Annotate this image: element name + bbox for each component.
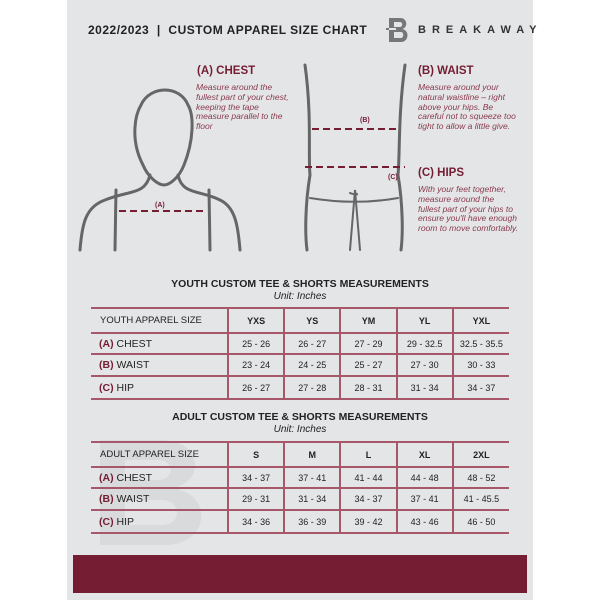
table-row: (C) HIP 26 - 27 27 - 28 28 - 31 31 - 34 … xyxy=(91,376,509,400)
table-row: (B) WAIST 29 - 31 31 - 34 34 - 37 37 - 4… xyxy=(91,488,509,511)
row-label-text: CHEST xyxy=(116,471,153,484)
torso-outline xyxy=(303,63,407,252)
header-cell: L xyxy=(339,441,397,468)
waist-marker: (B) xyxy=(360,117,370,124)
cell: 39 - 42 xyxy=(339,510,397,534)
hips-text: With your feet together, measure around … xyxy=(418,184,518,234)
cell: 28 - 31 xyxy=(339,376,397,400)
brand-logo-icon xyxy=(386,18,408,42)
cell: 27 - 29 xyxy=(339,333,397,355)
row-tag: (B) xyxy=(99,359,114,371)
cell: 25 - 26 xyxy=(226,333,285,355)
page-title: 2022/2023 | CUSTOM APPAREL SIZE CHART xyxy=(88,23,368,37)
cell: 41 - 45.5 xyxy=(451,488,509,511)
table-header-row: YOUTH APPAREL SIZE YXS YS YM YL YXL xyxy=(91,307,509,334)
header-cell: M xyxy=(283,441,341,468)
row-label: (A) CHEST xyxy=(91,333,228,355)
cell: 26 - 27 xyxy=(283,333,341,355)
cell: 36 - 39 xyxy=(283,510,341,534)
cell: 29 - 32.5 xyxy=(395,333,453,355)
cell: 44 - 48 xyxy=(395,467,453,489)
cell: 34 - 37 xyxy=(451,376,509,400)
table-row: (B) WAIST 23 - 24 24 - 25 25 - 27 27 - 3… xyxy=(91,354,509,377)
chest-heading: (A) CHEST xyxy=(197,65,256,77)
cell: 43 - 46 xyxy=(395,510,453,534)
cell: 31 - 34 xyxy=(283,488,341,511)
cell: 27 - 28 xyxy=(283,376,341,400)
row-tag: (C) xyxy=(99,515,114,528)
row-label-text: HIP xyxy=(116,381,135,394)
table-row: (C) HIP 34 - 36 36 - 39 39 - 42 43 - 46 … xyxy=(91,510,509,534)
footer-band xyxy=(73,555,527,593)
header-cell: S xyxy=(226,441,285,468)
row-label-text: WAIST xyxy=(116,493,150,505)
table-header-row: ADULT APPAREL SIZE S M L XL 2XL xyxy=(91,441,509,468)
header-cell: 2XL xyxy=(451,441,509,468)
cell: 25 - 27 xyxy=(339,354,397,377)
adult-size-table: ADULT APPAREL SIZE S M L XL 2XL (A) CHES… xyxy=(91,441,509,534)
cell: 34 - 36 xyxy=(226,510,285,534)
youth-table-unit: Unit: Inches xyxy=(273,291,327,302)
waist-heading: (B) WAIST xyxy=(418,65,474,77)
waist-text: Measure around your natural waistline – … xyxy=(418,82,516,132)
row-tag: (B) xyxy=(99,493,114,505)
table-row: (A) CHEST 25 - 26 26 - 27 27 - 29 29 - 3… xyxy=(91,333,509,355)
cell: 48 - 52 xyxy=(451,467,509,489)
row-tag: (C) xyxy=(99,381,114,394)
header-cell: YS xyxy=(283,307,341,334)
cell: 37 - 41 xyxy=(395,488,453,511)
row-label: (C) HIP xyxy=(91,510,228,534)
cell: 46 - 50 xyxy=(451,510,509,534)
cell: 26 - 27 xyxy=(226,376,285,400)
cell: 37 - 41 xyxy=(283,467,341,489)
body-illustrations: (A) (B) (C) xyxy=(78,63,407,252)
row-tag: (A) xyxy=(99,471,114,484)
adult-table-unit: Unit: Inches xyxy=(273,424,327,435)
row-label: (B) WAIST xyxy=(91,488,228,511)
brand-name: BREAKAWAY xyxy=(418,24,543,36)
cell: 29 - 31 xyxy=(226,488,285,511)
header-cell: YL xyxy=(395,307,453,334)
row-tag: (A) xyxy=(99,337,114,350)
row-label: (A) CHEST xyxy=(91,467,228,489)
cell: 24 - 25 xyxy=(283,354,341,377)
youth-table-title: YOUTH CUSTOM TEE & SHORTS MEASUREMENTS xyxy=(171,278,429,290)
cell: 30 - 33 xyxy=(451,354,509,377)
cell: 27 - 30 xyxy=(395,354,453,377)
chest-marker: (A) xyxy=(155,202,165,209)
header-cell: YXL xyxy=(451,307,509,334)
header-cell: ADULT APPAREL SIZE xyxy=(91,441,228,468)
row-label-text: CHEST xyxy=(116,337,153,350)
row-label: (C) HIP xyxy=(91,376,228,400)
adult-table-title: ADULT CUSTOM TEE & SHORTS MEASUREMENTS xyxy=(172,411,428,423)
cell: 23 - 24 xyxy=(226,354,285,377)
cell: 41 - 44 xyxy=(339,467,397,489)
hips-marker: (C) xyxy=(388,174,398,181)
header-cell: YOUTH APPAREL SIZE xyxy=(91,307,228,334)
cell: 34 - 37 xyxy=(339,488,397,511)
cell: 34 - 37 xyxy=(226,467,285,489)
chest-text: Measure around the fullest part of your … xyxy=(196,82,289,132)
youth-size-table: YOUTH APPAREL SIZE YXS YS YM YL YXL (A) … xyxy=(91,307,509,400)
header-cell: XL xyxy=(395,441,453,468)
header-cell: YM xyxy=(339,307,397,334)
hips-heading: (C) HIPS xyxy=(418,167,464,179)
head-outline xyxy=(133,88,194,187)
cell: 32.5 - 35.5 xyxy=(451,333,509,355)
table-row: (A) CHEST 34 - 37 37 - 41 41 - 44 44 - 4… xyxy=(91,467,509,489)
header-cell: YXS xyxy=(226,307,285,334)
cell: 31 - 34 xyxy=(395,376,453,400)
row-label-text: WAIST xyxy=(116,359,150,371)
row-label: (B) WAIST xyxy=(91,354,228,377)
shoulders-outline xyxy=(78,173,242,252)
row-label-text: HIP xyxy=(116,515,135,528)
